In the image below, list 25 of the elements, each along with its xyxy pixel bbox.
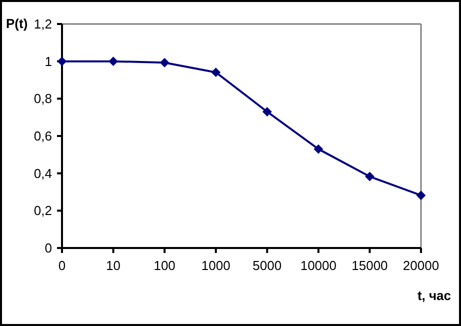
x-tick-label: 5000 xyxy=(252,258,282,273)
x-tick-label: 10000 xyxy=(300,258,337,273)
point xyxy=(160,58,170,68)
x-tick-label: 10 xyxy=(106,258,121,273)
x-tick-label: 20000 xyxy=(402,258,440,273)
point xyxy=(108,56,118,66)
point xyxy=(314,144,323,154)
x-axis-title: t, час xyxy=(417,288,451,303)
x-tick-label: 1000 xyxy=(201,258,230,273)
point xyxy=(211,68,220,77)
point xyxy=(416,190,426,200)
y-tick-label: 0 xyxy=(44,240,52,256)
y-tick-label: 1,2 xyxy=(34,16,52,32)
y-tick-label: 0,6 xyxy=(34,128,52,144)
y-tick-label: 0,4 xyxy=(34,166,52,181)
y-tick-label: 0,8 xyxy=(34,91,52,106)
x-tick-label: 15000 xyxy=(352,258,388,273)
point xyxy=(58,56,66,66)
y-axis-title: P(t) xyxy=(6,16,28,31)
x-tick-label: 100 xyxy=(154,258,176,273)
point xyxy=(262,107,272,116)
x-tick-label: 0 xyxy=(58,258,66,273)
point xyxy=(365,172,374,182)
y-tick-label: 0,2 xyxy=(34,203,52,218)
y-tick-label: 1 xyxy=(44,54,52,69)
